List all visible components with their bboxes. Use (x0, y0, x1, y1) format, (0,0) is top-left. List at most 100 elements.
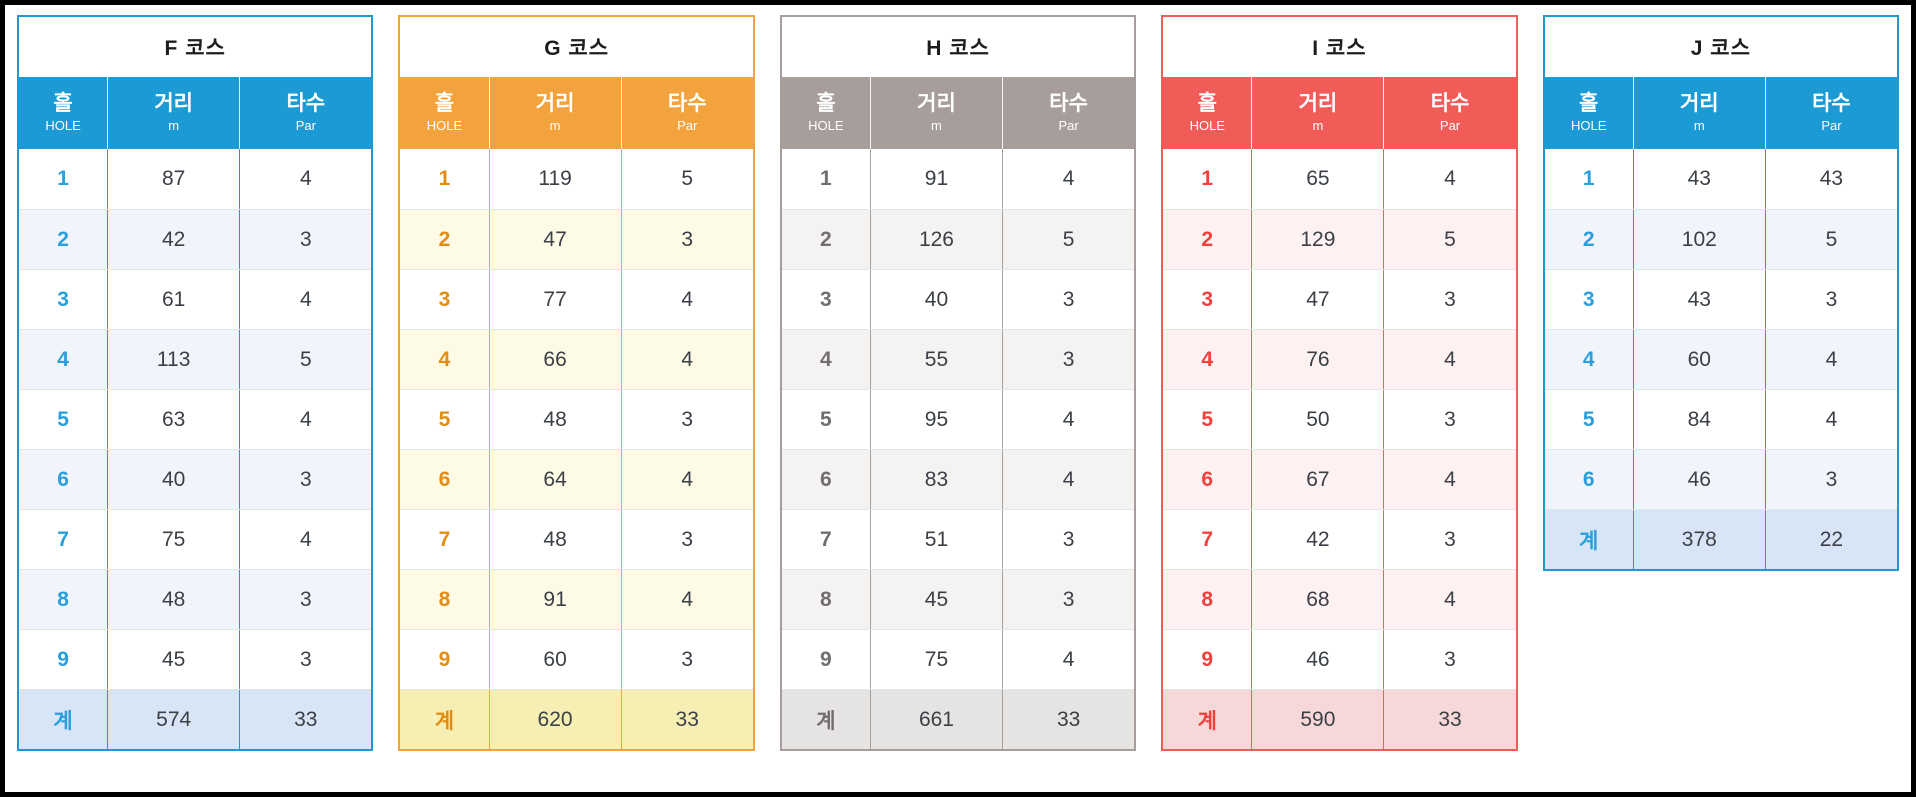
table-row: 1 119 5 (400, 149, 752, 209)
distance-cell: 40 (107, 450, 239, 509)
par-cell: 4 (239, 270, 371, 329)
hole-number-cell: 7 (438, 527, 451, 551)
par-cell: 3 (1764, 450, 1897, 509)
course-card: J 코스 홀 HOLE 거리 m 타수 Par 1 43 43 2 102 5 3 43 3 4 6… (1542, 15, 1900, 571)
par-cell: 3 (1002, 510, 1134, 569)
hole-number-cell: 1 (57, 167, 69, 190)
hole-number-cell: 5 (57, 407, 69, 431)
column-header-hole-label: 홀 (53, 92, 73, 116)
course-title: J 코스 (1544, 17, 1898, 77)
distance-cell: 77 (488, 270, 621, 329)
hole-number-cell: 6 (438, 467, 451, 491)
table-row: 5 50 3 (1163, 389, 1516, 449)
distance-cell: 95 (869, 390, 1002, 449)
column-header-distance-label: 거리 (917, 92, 956, 116)
table-row: 1 87 4 (19, 149, 371, 209)
table-row: 1 91 4 (782, 149, 1134, 209)
hole-number-cell: 3 (57, 287, 69, 311)
hole-number-cell: 8 (1201, 587, 1214, 611)
distance-cell: 60 (488, 630, 621, 689)
column-header-distance-label: 거리 (154, 92, 193, 116)
par-cell: 3 (1002, 270, 1134, 329)
table-row: 1 43 43 (1545, 149, 1897, 209)
hole-number-cell: 9 (1201, 647, 1214, 671)
table-row: 4 113 5 (19, 329, 372, 389)
par-cell: 4 (1002, 450, 1134, 509)
distance-cell: 66 (488, 330, 621, 389)
course-card: F 코스 홀 HOLE 거리 m 타수 Par 1 87 4 2 42 3 3 61 4 4 113… (17, 15, 374, 751)
distance-cell: 40 (869, 270, 1002, 329)
hole-number-cell: 4 (1582, 347, 1595, 371)
total-row: 계 378 22 (1544, 509, 1898, 569)
par-cell: 3 (620, 210, 753, 269)
hole-number-cell: 8 (57, 587, 69, 611)
distance-cell: 48 (107, 570, 239, 629)
distance-cell: 91 (488, 570, 621, 629)
par-cell: 4 (620, 570, 753, 629)
table-header-row: 홀 HOLE 거리 m 타수 Par (1163, 77, 1516, 149)
table-header-row: 홀 HOLE 거리 m 타수 Par (19, 77, 372, 149)
hole-number-cell: 5 (1582, 407, 1595, 431)
par-cell: 3 (239, 210, 371, 269)
column-header-hole-sublabel: HOLE (1570, 117, 1607, 133)
par-cell: 3 (239, 450, 371, 509)
par-cell: 3 (1002, 330, 1134, 389)
hole-number-cell: 7 (57, 527, 69, 551)
column-header-distance-label: 거리 (1679, 92, 1719, 116)
column-header-distance: 거리 m (869, 77, 1002, 149)
column-header-distance: 거리 m (1632, 77, 1765, 149)
distance-cell: 60 (1632, 330, 1765, 389)
table-row: 4 76 4 (1163, 329, 1516, 389)
total-par-cell: 33 (620, 690, 753, 749)
column-header-hole-sublabel: HOLE (45, 117, 81, 133)
distance-cell: 65 (1251, 149, 1383, 209)
table-body: 1 65 4 2 129 5 3 47 3 4 76 4 5 50 3 6 67 4 7 42 3 8 68 4 9 46 3 계 59… (1163, 149, 1516, 749)
distance-cell: 75 (869, 630, 1002, 689)
hole-number-cell: 9 (57, 647, 69, 671)
table-row: 7 51 3 (781, 509, 1135, 569)
table-row: 2 129 5 (1163, 209, 1516, 269)
course-card: I 코스 홀 HOLE 거리 m 타수 Par 1 65 4 2 129 5 3 47 3 4 76… (1161, 15, 1518, 751)
column-header-hole-sublabel: HOLE (426, 117, 463, 133)
par-cell: 3 (239, 630, 371, 689)
table-row: 2 47 3 (400, 209, 753, 269)
table-row: 9 75 4 (781, 629, 1135, 689)
hole-number-cell: 2 (820, 227, 832, 251)
total-distance-cell: 574 (107, 690, 239, 749)
hole-number-cell: 2 (1582, 227, 1595, 251)
column-header-distance: 거리 m (1251, 77, 1383, 149)
table-row: 8 48 3 (19, 569, 372, 629)
column-header-par-sublabel: Par (1058, 117, 1079, 133)
column-header-hole-sublabel: HOLE (1189, 117, 1225, 133)
distance-cell: 129 (1251, 210, 1383, 269)
par-cell: 5 (1764, 210, 1897, 269)
column-header-hole: 홀 HOLE (19, 77, 107, 149)
par-cell: 4 (239, 149, 371, 209)
column-header-distance-sublabel: m (168, 117, 180, 133)
column-header-hole: 홀 HOLE (400, 77, 488, 149)
hole-number-cell: 8 (820, 587, 832, 611)
par-cell: 4 (1383, 330, 1515, 389)
distance-cell: 76 (1251, 330, 1383, 389)
par-cell: 4 (620, 450, 753, 509)
distance-cell: 64 (488, 450, 621, 509)
par-cell: 4 (1764, 390, 1897, 449)
column-header-par-label: 타수 (286, 92, 326, 116)
total-par-cell: 33 (1383, 690, 1515, 749)
course-card: H 코스 홀 HOLE 거리 m 타수 Par 1 91 4 2 126 5 3 40 3 4 55… (779, 15, 1137, 751)
course-tables-container: F 코스 홀 HOLE 거리 m 타수 Par 1 87 4 2 42 3 3 61 4 4 113… (17, 15, 1900, 751)
distance-cell: 119 (488, 149, 621, 209)
table-body: 1 91 4 2 126 5 3 40 3 4 55 3 5 95 4 6 83 4 7 51 3 8 45 3 9 75 4 계 66… (781, 149, 1135, 749)
hole-number-cell: 6 (820, 467, 832, 491)
course-title: I 코스 (1163, 17, 1516, 77)
par-cell: 3 (1002, 570, 1134, 629)
par-cell: 3 (1383, 270, 1515, 329)
par-cell: 4 (1383, 149, 1515, 209)
hole-number-cell: 6 (1582, 467, 1595, 491)
hole-number-cell: 5 (820, 407, 832, 431)
table-row: 6 46 3 (1544, 449, 1898, 509)
table-row: 4 60 4 (1544, 329, 1898, 389)
hole-number-cell: 2 (57, 227, 69, 251)
total-par-cell: 22 (1764, 510, 1897, 569)
par-cell: 4 (620, 270, 753, 329)
